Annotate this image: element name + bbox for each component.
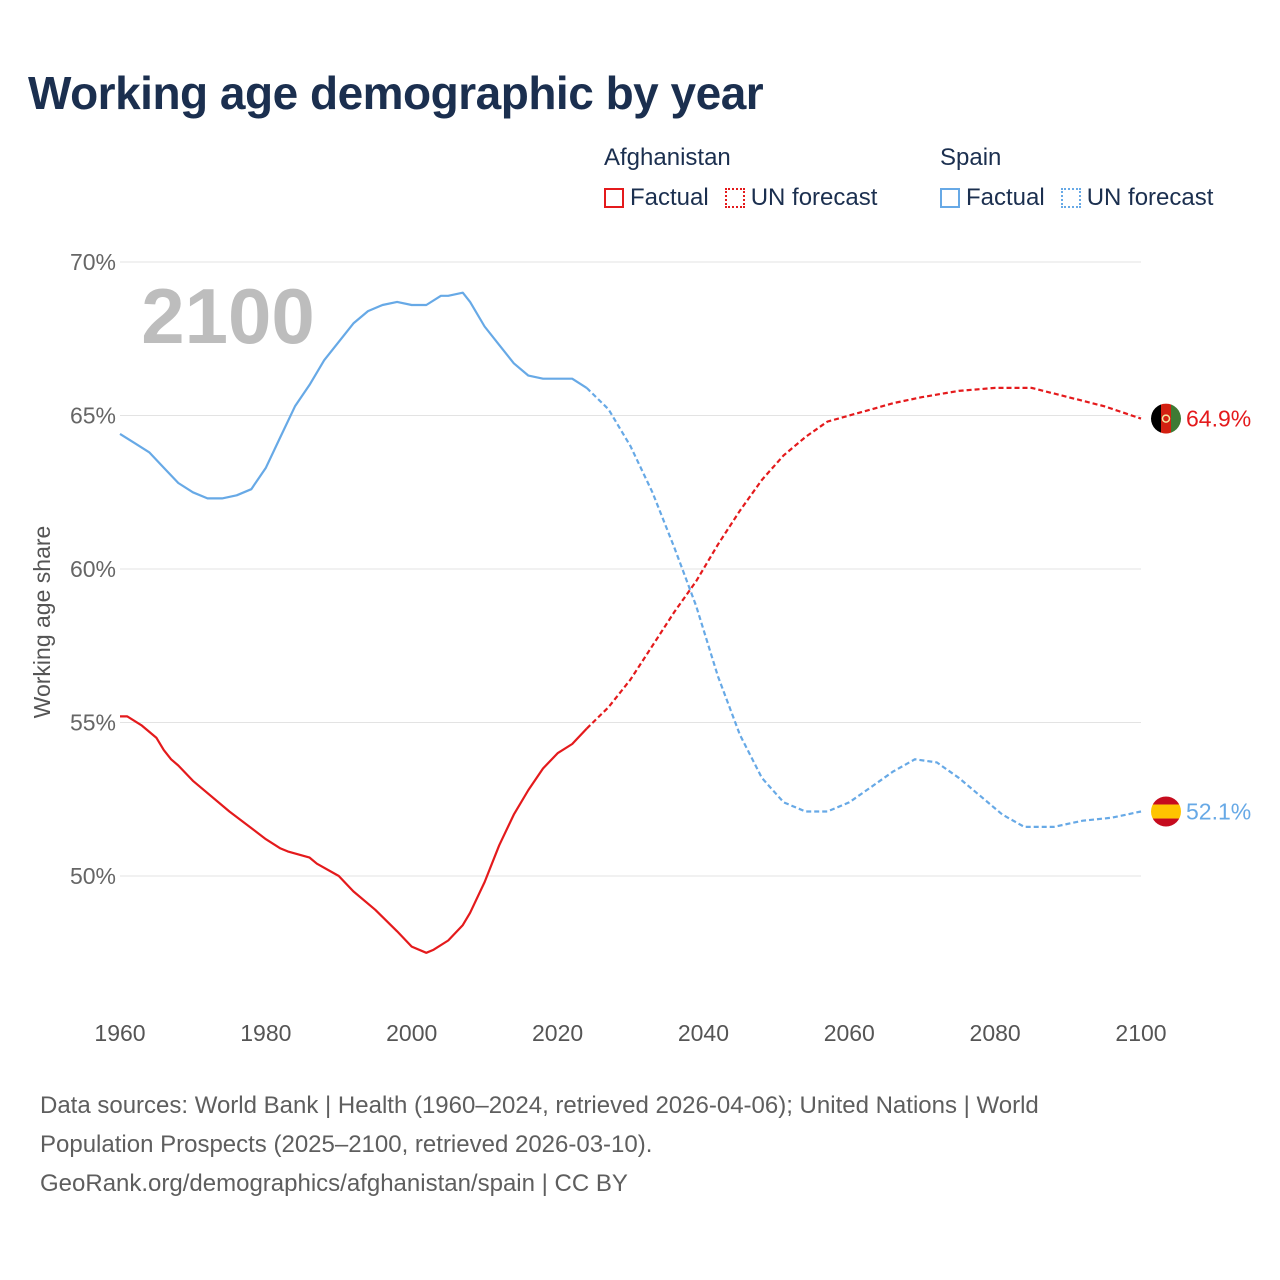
dotted-line-swatch-icon [724, 188, 745, 208]
legend-item-label: Factual [966, 184, 1045, 211]
legend-group-name: Afghanistan [604, 144, 731, 171]
series-line-afghanistan-factual[interactable] [120, 715, 588, 954]
footer-line: Data sources: World Bank | Health (1960–… [40, 1092, 1039, 1119]
y-tick-label: 60% [70, 556, 116, 582]
series-line-spain-factual[interactable] [119, 291, 588, 500]
x-tick-label: 2040 [678, 1020, 729, 1046]
flag-stripe [1171, 403, 1181, 434]
line-chart: 50% 55% 60% 65% 70% 1960 1980 2000 2020 2040 2060 2… [29, 249, 1251, 1046]
flag-stripe [1151, 818, 1181, 827]
x-tick-label: 2020 [532, 1020, 583, 1046]
footer-line: GeoRank.org/demographics/afghanistan/spa… [40, 1170, 628, 1197]
legend-item-spain-forecast[interactable]: UN forecast [1060, 184, 1214, 212]
y-tick-label: 50% [70, 863, 116, 889]
x-tick-label: 2080 [970, 1020, 1021, 1046]
y-axis-label: Working age share [29, 526, 55, 719]
x-tick-label: 2060 [824, 1020, 875, 1046]
dotted-line-swatch-icon [1060, 188, 1081, 208]
afghanistan-flag-icon [1151, 403, 1181, 434]
footer-sources: Data sources: World Bank | Health (1960–… [40, 1086, 1200, 1203]
x-tick-label: 1980 [240, 1020, 291, 1046]
legend-item-afghanistan-forecast[interactable]: UN forecast [724, 184, 878, 212]
flag-stripe [1151, 804, 1181, 819]
flag-stripe [1151, 796, 1181, 805]
footer-line: Population Prospects (2025–2100, retriev… [40, 1131, 653, 1158]
solid-line-swatch-icon [940, 188, 960, 208]
flag-emblem [1161, 414, 1171, 423]
legend-item-spain-factual[interactable]: Factual [940, 184, 1045, 212]
spain-flag-icon [1151, 796, 1181, 827]
legend-group-afghanistan: Afghanistan Factual UN forecast [604, 144, 893, 212]
flag-stripe [1161, 403, 1171, 434]
solid-line-swatch-icon [604, 188, 624, 208]
x-tick-label: 1960 [94, 1020, 145, 1046]
legend-item-label: Factual [630, 184, 709, 211]
y-tick-label: 65% [70, 403, 116, 429]
legend-item-label: UN forecast [1086, 184, 1214, 211]
page-title: Working age demographic by year [28, 67, 764, 119]
legend-item-afghanistan-factual[interactable]: Factual [604, 184, 709, 212]
end-value-label-spain: 52.1% [1186, 799, 1251, 825]
legend-group-spain: Spain Factual UN forecast [940, 144, 1229, 212]
series-line-afghanistan-forecast[interactable] [585, 386, 1142, 730]
x-tick-label: 2100 [1115, 1020, 1166, 1046]
end-value-label-afghanistan: 64.9% [1186, 406, 1251, 432]
legend-group-name: Spain [940, 144, 1002, 171]
y-tick-label: 70% [70, 249, 116, 275]
series-line-spain-forecast[interactable] [585, 387, 1142, 828]
year-watermark: 2100 [141, 272, 315, 360]
y-tick-label: 55% [70, 710, 116, 736]
flag-stripe [1151, 403, 1161, 434]
legend-item-label: UN forecast [750, 184, 878, 211]
x-tick-label: 2000 [386, 1020, 437, 1046]
